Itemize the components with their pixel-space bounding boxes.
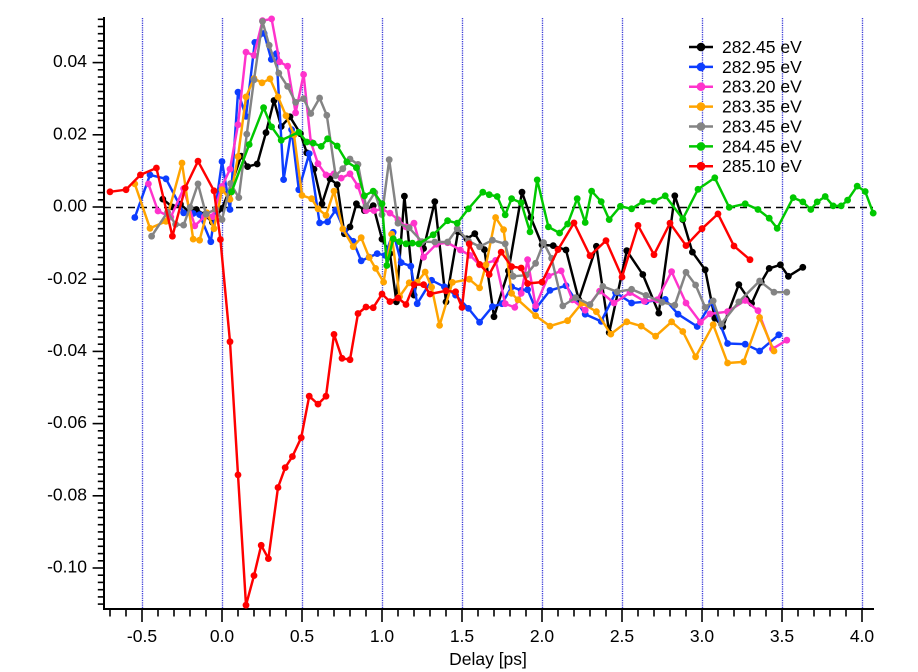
svg-text:3.0: 3.0 (690, 626, 715, 646)
svg-text:-0.5: -0.5 (127, 626, 157, 646)
svg-text:283.20 eV: 283.20 eV (722, 77, 802, 97)
svg-text:0.5: 0.5 (290, 626, 314, 646)
svg-text:0.00: 0.00 (53, 196, 87, 216)
svg-text:3.5: 3.5 (770, 626, 794, 646)
svg-text:0.04: 0.04 (53, 51, 87, 71)
svg-text:-0.08: -0.08 (47, 484, 87, 504)
svg-text:-0.06: -0.06 (47, 412, 87, 432)
svg-text:2.5: 2.5 (610, 626, 634, 646)
svg-text:284.45 eV: 284.45 eV (722, 136, 802, 156)
svg-text:1.0: 1.0 (370, 626, 395, 646)
svg-text:-0.10: -0.10 (47, 557, 87, 577)
svg-text:0.0: 0.0 (210, 626, 235, 646)
svg-text:Delay [ps]: Delay [ps] (449, 649, 527, 669)
svg-text:-0.02: -0.02 (47, 268, 87, 288)
svg-text:282.45 eV: 282.45 eV (722, 37, 802, 57)
svg-text:0.02: 0.02 (53, 123, 87, 143)
svg-text:283.35 eV: 283.35 eV (722, 97, 802, 117)
svg-text:4.0: 4.0 (850, 626, 875, 646)
svg-text:283.45 eV: 283.45 eV (722, 117, 802, 137)
svg-text:1.5: 1.5 (450, 626, 474, 646)
svg-text:2.0: 2.0 (530, 626, 555, 646)
svg-text:285.10 eV: 285.10 eV (722, 156, 802, 176)
svg-text:-0.04: -0.04 (47, 340, 87, 360)
svg-text:282.95 eV: 282.95 eV (722, 57, 802, 77)
